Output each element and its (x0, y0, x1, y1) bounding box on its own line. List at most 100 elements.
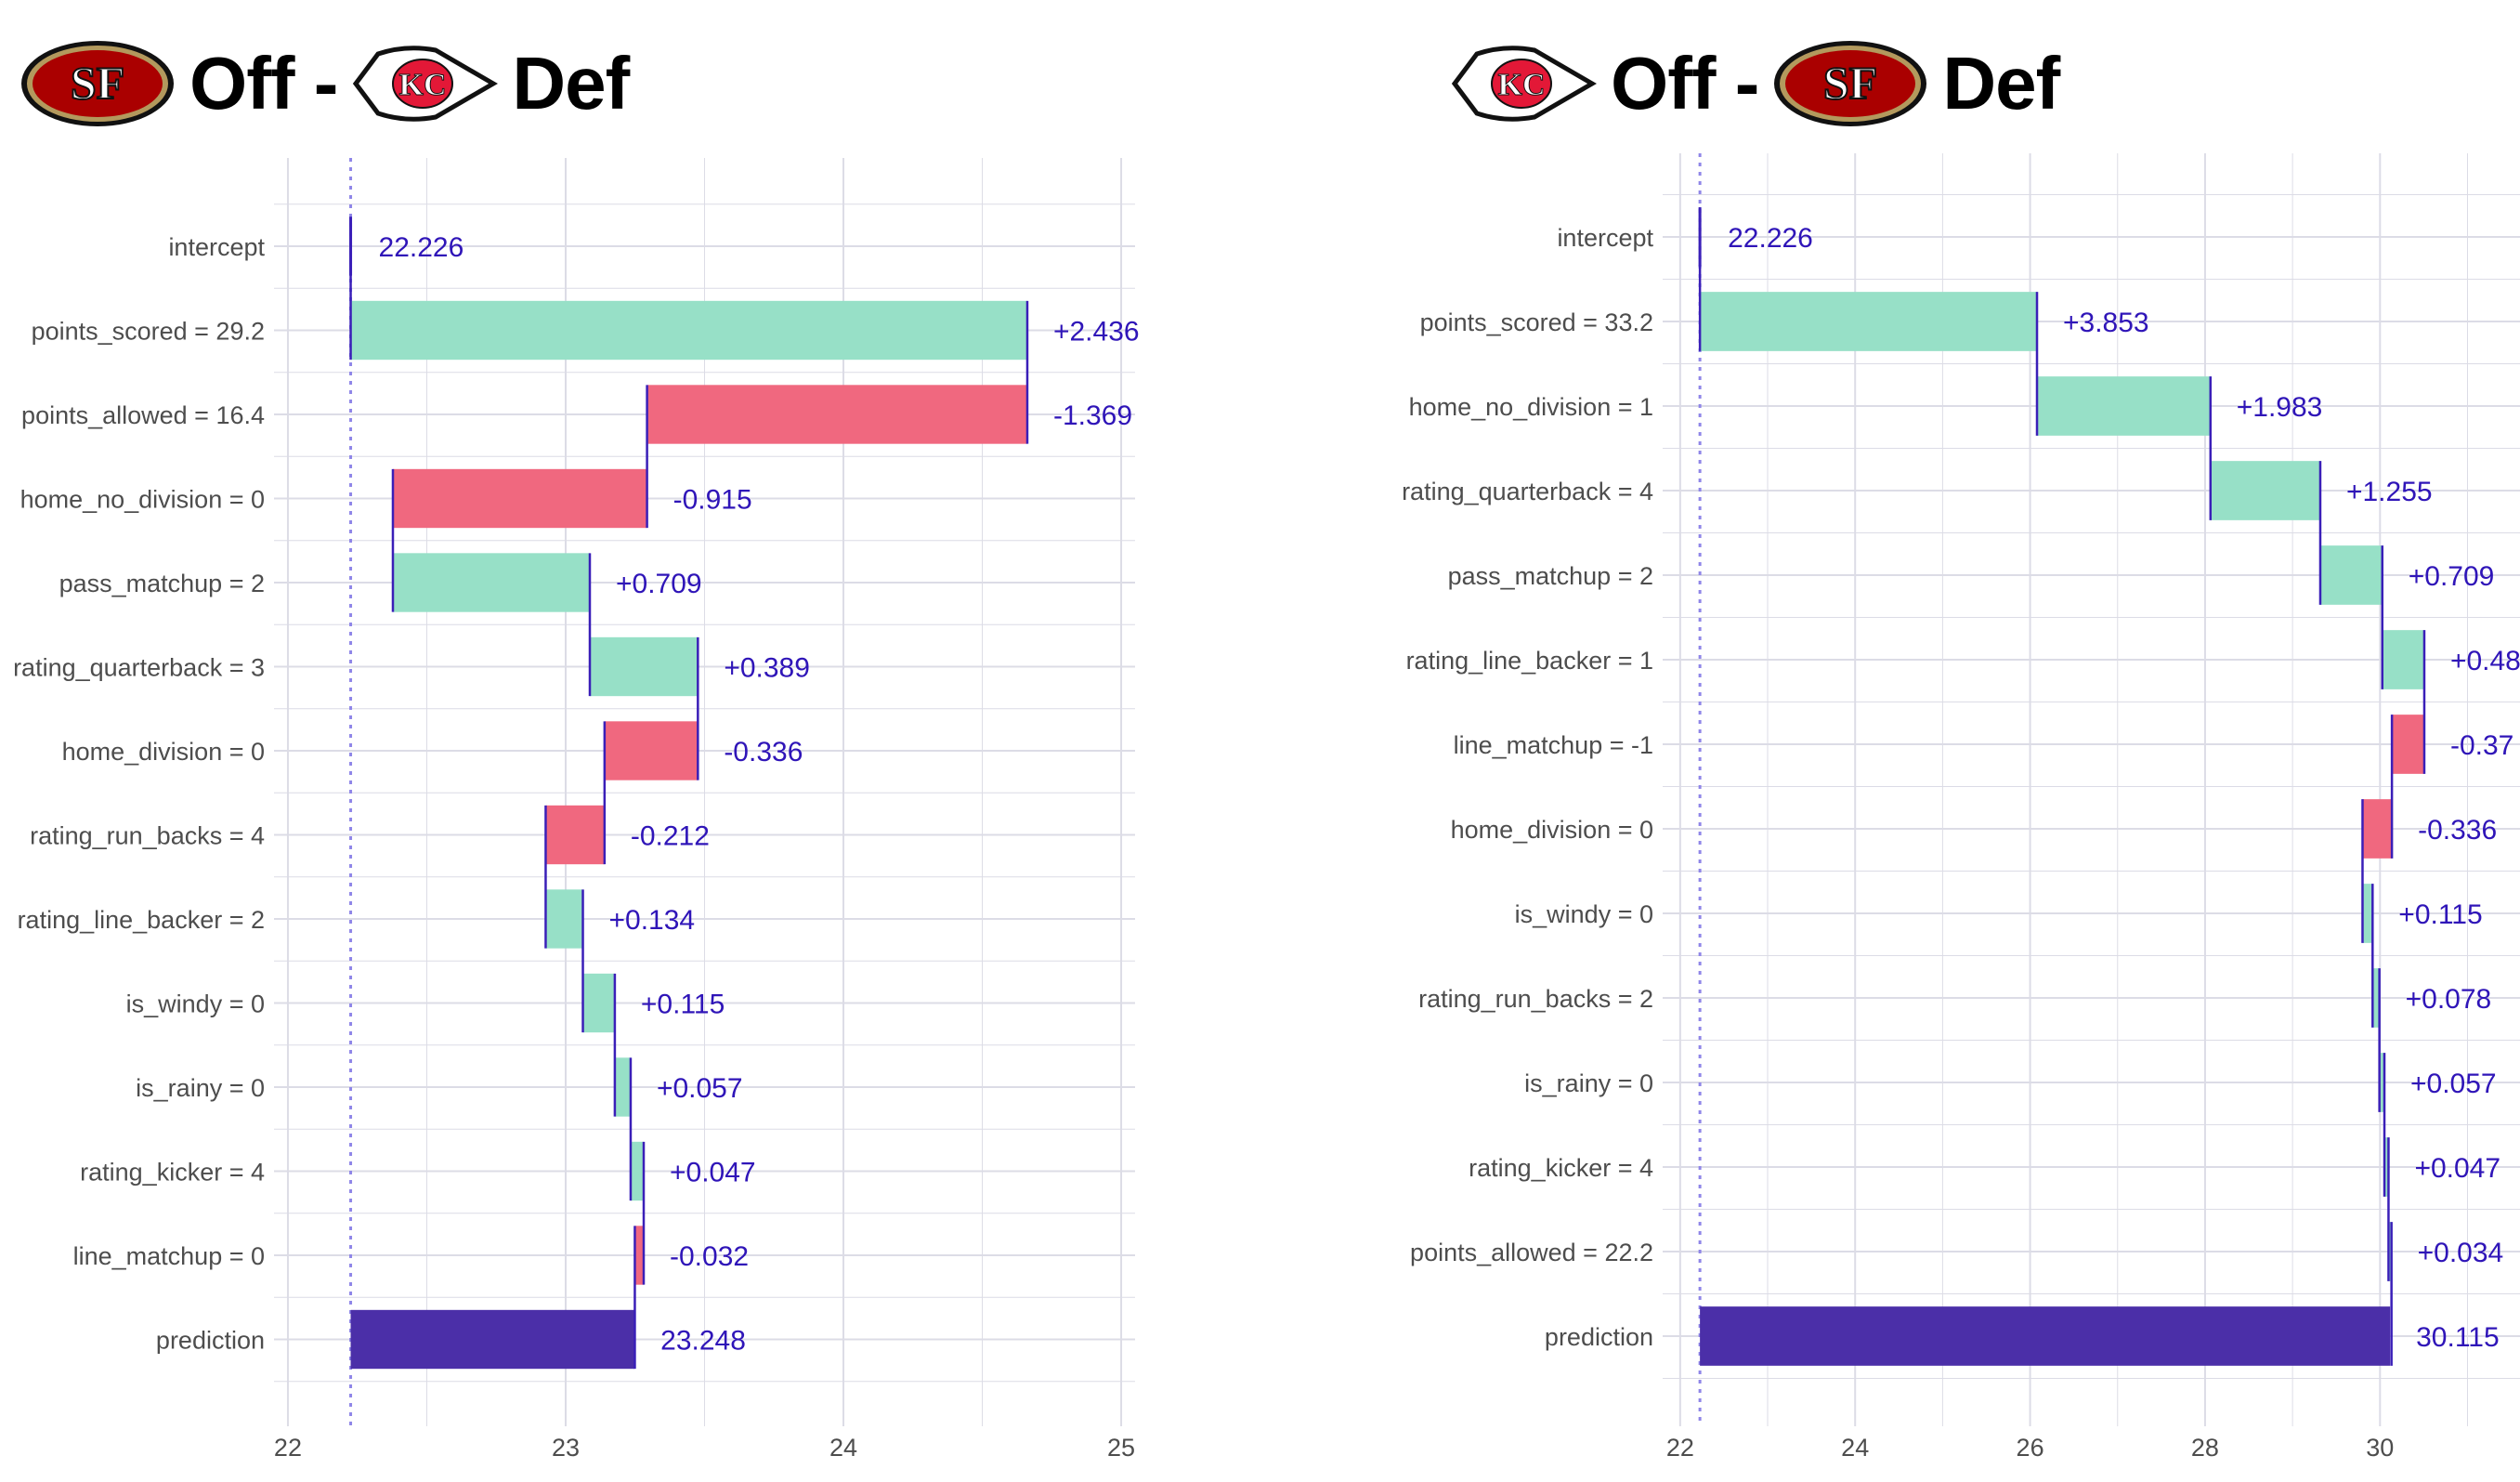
feature-label: points_allowed = 22.2 (1410, 1239, 1653, 1266)
svg-text:SF: SF (1823, 57, 1877, 109)
feature-label: points_allowed = 16.4 (21, 401, 265, 429)
value-label: +0.389 (724, 653, 810, 684)
negative-contribution-bar (2392, 715, 2424, 774)
value-label: 22.226 (1728, 223, 1813, 254)
value-label: +0.115 (641, 990, 725, 1020)
value-label: -0.336 (724, 737, 803, 767)
value-label: +0.057 (657, 1073, 743, 1104)
value-label: +1.255 (2346, 477, 2433, 507)
value-label: 22.226 (379, 232, 464, 263)
x-tick-label: 30 (2366, 1434, 2394, 1462)
x-tick-label: 26 (2017, 1434, 2044, 1462)
value-label: +1.983 (2237, 392, 2323, 423)
feature-label: points_scored = 33.2 (1420, 308, 1653, 336)
value-label: +0.48 (2450, 646, 2520, 676)
x-tick-label: 23 (552, 1434, 580, 1462)
value-label: -0.032 (670, 1241, 749, 1272)
value-label: +0.709 (2409, 561, 2495, 592)
x-tick-label: 22 (1666, 1434, 1694, 1462)
49ers-logo-icon: SF (1774, 41, 1927, 126)
positive-contribution-bar (2388, 1222, 2392, 1281)
prediction-bar (1700, 1306, 2391, 1366)
positive-contribution-bar (2382, 630, 2424, 689)
feature-label: is_rainy = 0 (1524, 1069, 1653, 1097)
chiefs-logo-icon: KC (1451, 46, 1597, 122)
positive-contribution-bar (2384, 1137, 2389, 1197)
positive-contribution-bar (350, 300, 1027, 361)
value-label: +0.034 (2418, 1238, 2504, 1268)
x-tick-label: 25 (1107, 1434, 1135, 1462)
positive-contribution-bar (2379, 1053, 2385, 1112)
feature-label: rating_run_backs = 4 (30, 822, 265, 850)
value-label: +0.078 (2406, 984, 2492, 1015)
feature-label: rating_line_backer = 2 (18, 906, 265, 934)
svg-text:SF: SF (71, 57, 124, 109)
defense-label: Def (1942, 42, 2060, 125)
right-chart-panel: KC Off - SF Def 22 24 26 28 30 intercept 22.22… (1375, 0, 2520, 1482)
value-label: +2.436 (1053, 317, 1140, 348)
feature-label: is_rainy = 0 (136, 1074, 265, 1102)
feature-label: home_no_division = 1 (1409, 393, 1653, 421)
value-label: -0.37 (2450, 730, 2513, 761)
positive-contribution-bar (582, 973, 615, 1033)
positive-contribution-bar (589, 636, 699, 697)
chiefs-logo-icon: KC (353, 46, 499, 122)
feature-label: pass_matchup = 2 (59, 570, 265, 597)
positive-contribution-bar (2372, 968, 2380, 1028)
feature-label: rating_run_backs = 2 (1418, 985, 1653, 1013)
feature-label: is_windy = 0 (126, 990, 265, 1018)
value-label: -0.212 (631, 821, 710, 852)
positive-contribution-bar (2210, 461, 2320, 520)
x-tick-label: 24 (829, 1434, 857, 1462)
feature-label: home_division = 0 (1451, 816, 1653, 844)
feature-label: rating_quarterback = 3 (13, 654, 265, 682)
feature-label: prediction (156, 1327, 265, 1355)
right-chart-title: KC Off - SF Def (1449, 28, 2072, 139)
negative-contribution-bar (545, 805, 605, 865)
negative-contribution-bar (634, 1226, 645, 1285)
negative-contribution-bar (604, 721, 699, 780)
value-label: +0.057 (2410, 1069, 2497, 1099)
value-label: 30.115 (2416, 1322, 2500, 1353)
feature-label: home_no_division = 0 (20, 486, 265, 514)
negative-contribution-bar (2362, 799, 2393, 859)
positive-contribution-bar (1700, 292, 2038, 351)
defense-label: Def (512, 42, 630, 125)
value-label: +0.115 (2398, 899, 2482, 930)
feature-label: rating_kicker = 4 (80, 1159, 265, 1187)
49ers-logo-icon: SF (21, 41, 174, 126)
positive-contribution-bar (2037, 376, 2211, 436)
value-label: 23.248 (660, 1326, 746, 1357)
feature-label: intercept (168, 233, 265, 261)
feature-label: prediction (1545, 1323, 1653, 1351)
feature-label: home_division = 0 (62, 738, 265, 766)
positive-contribution-bar (545, 889, 583, 949)
positive-contribution-bar (2362, 884, 2373, 943)
prediction-bar (350, 1309, 635, 1370)
positive-contribution-bar (630, 1141, 645, 1201)
positive-contribution-bar (614, 1057, 631, 1117)
feature-label: rating_quarterback = 4 (1402, 478, 1653, 505)
left-chart-panel: SF Off - KC Def 22 23 24 25 intercept 22.226 p… (0, 0, 1152, 1482)
positive-contribution-bar (392, 553, 590, 612)
value-label: -0.336 (2418, 815, 2497, 846)
value-label: -0.915 (673, 485, 752, 516)
x-tick-label: 28 (2191, 1434, 2219, 1462)
left-chart-title: SF Off - KC Def (19, 28, 642, 139)
offense-label: Off - (189, 42, 338, 125)
value-label: +0.709 (616, 569, 702, 599)
svg-text:KC: KC (399, 68, 447, 102)
feature-label: intercept (1557, 224, 1653, 252)
feature-label: rating_line_backer = 1 (1406, 647, 1653, 675)
x-tick-label: 22 (274, 1434, 302, 1462)
right-waterfall-chart: 22 24 26 28 30 intercept 22.226 points_scored =… (1402, 153, 2520, 1462)
feature-label: line_matchup = 0 (73, 1242, 265, 1270)
svg-text:KC: KC (1498, 68, 1546, 102)
feature-label: line_matchup = -1 (1454, 731, 1653, 759)
value-label: +0.047 (670, 1158, 756, 1188)
value-label: +0.047 (2414, 1153, 2500, 1184)
feature-label: is_windy = 0 (1515, 900, 1653, 928)
positive-contribution-bar (2319, 545, 2383, 605)
offense-label: Off - (1611, 42, 1759, 125)
negative-contribution-bar (392, 468, 647, 529)
